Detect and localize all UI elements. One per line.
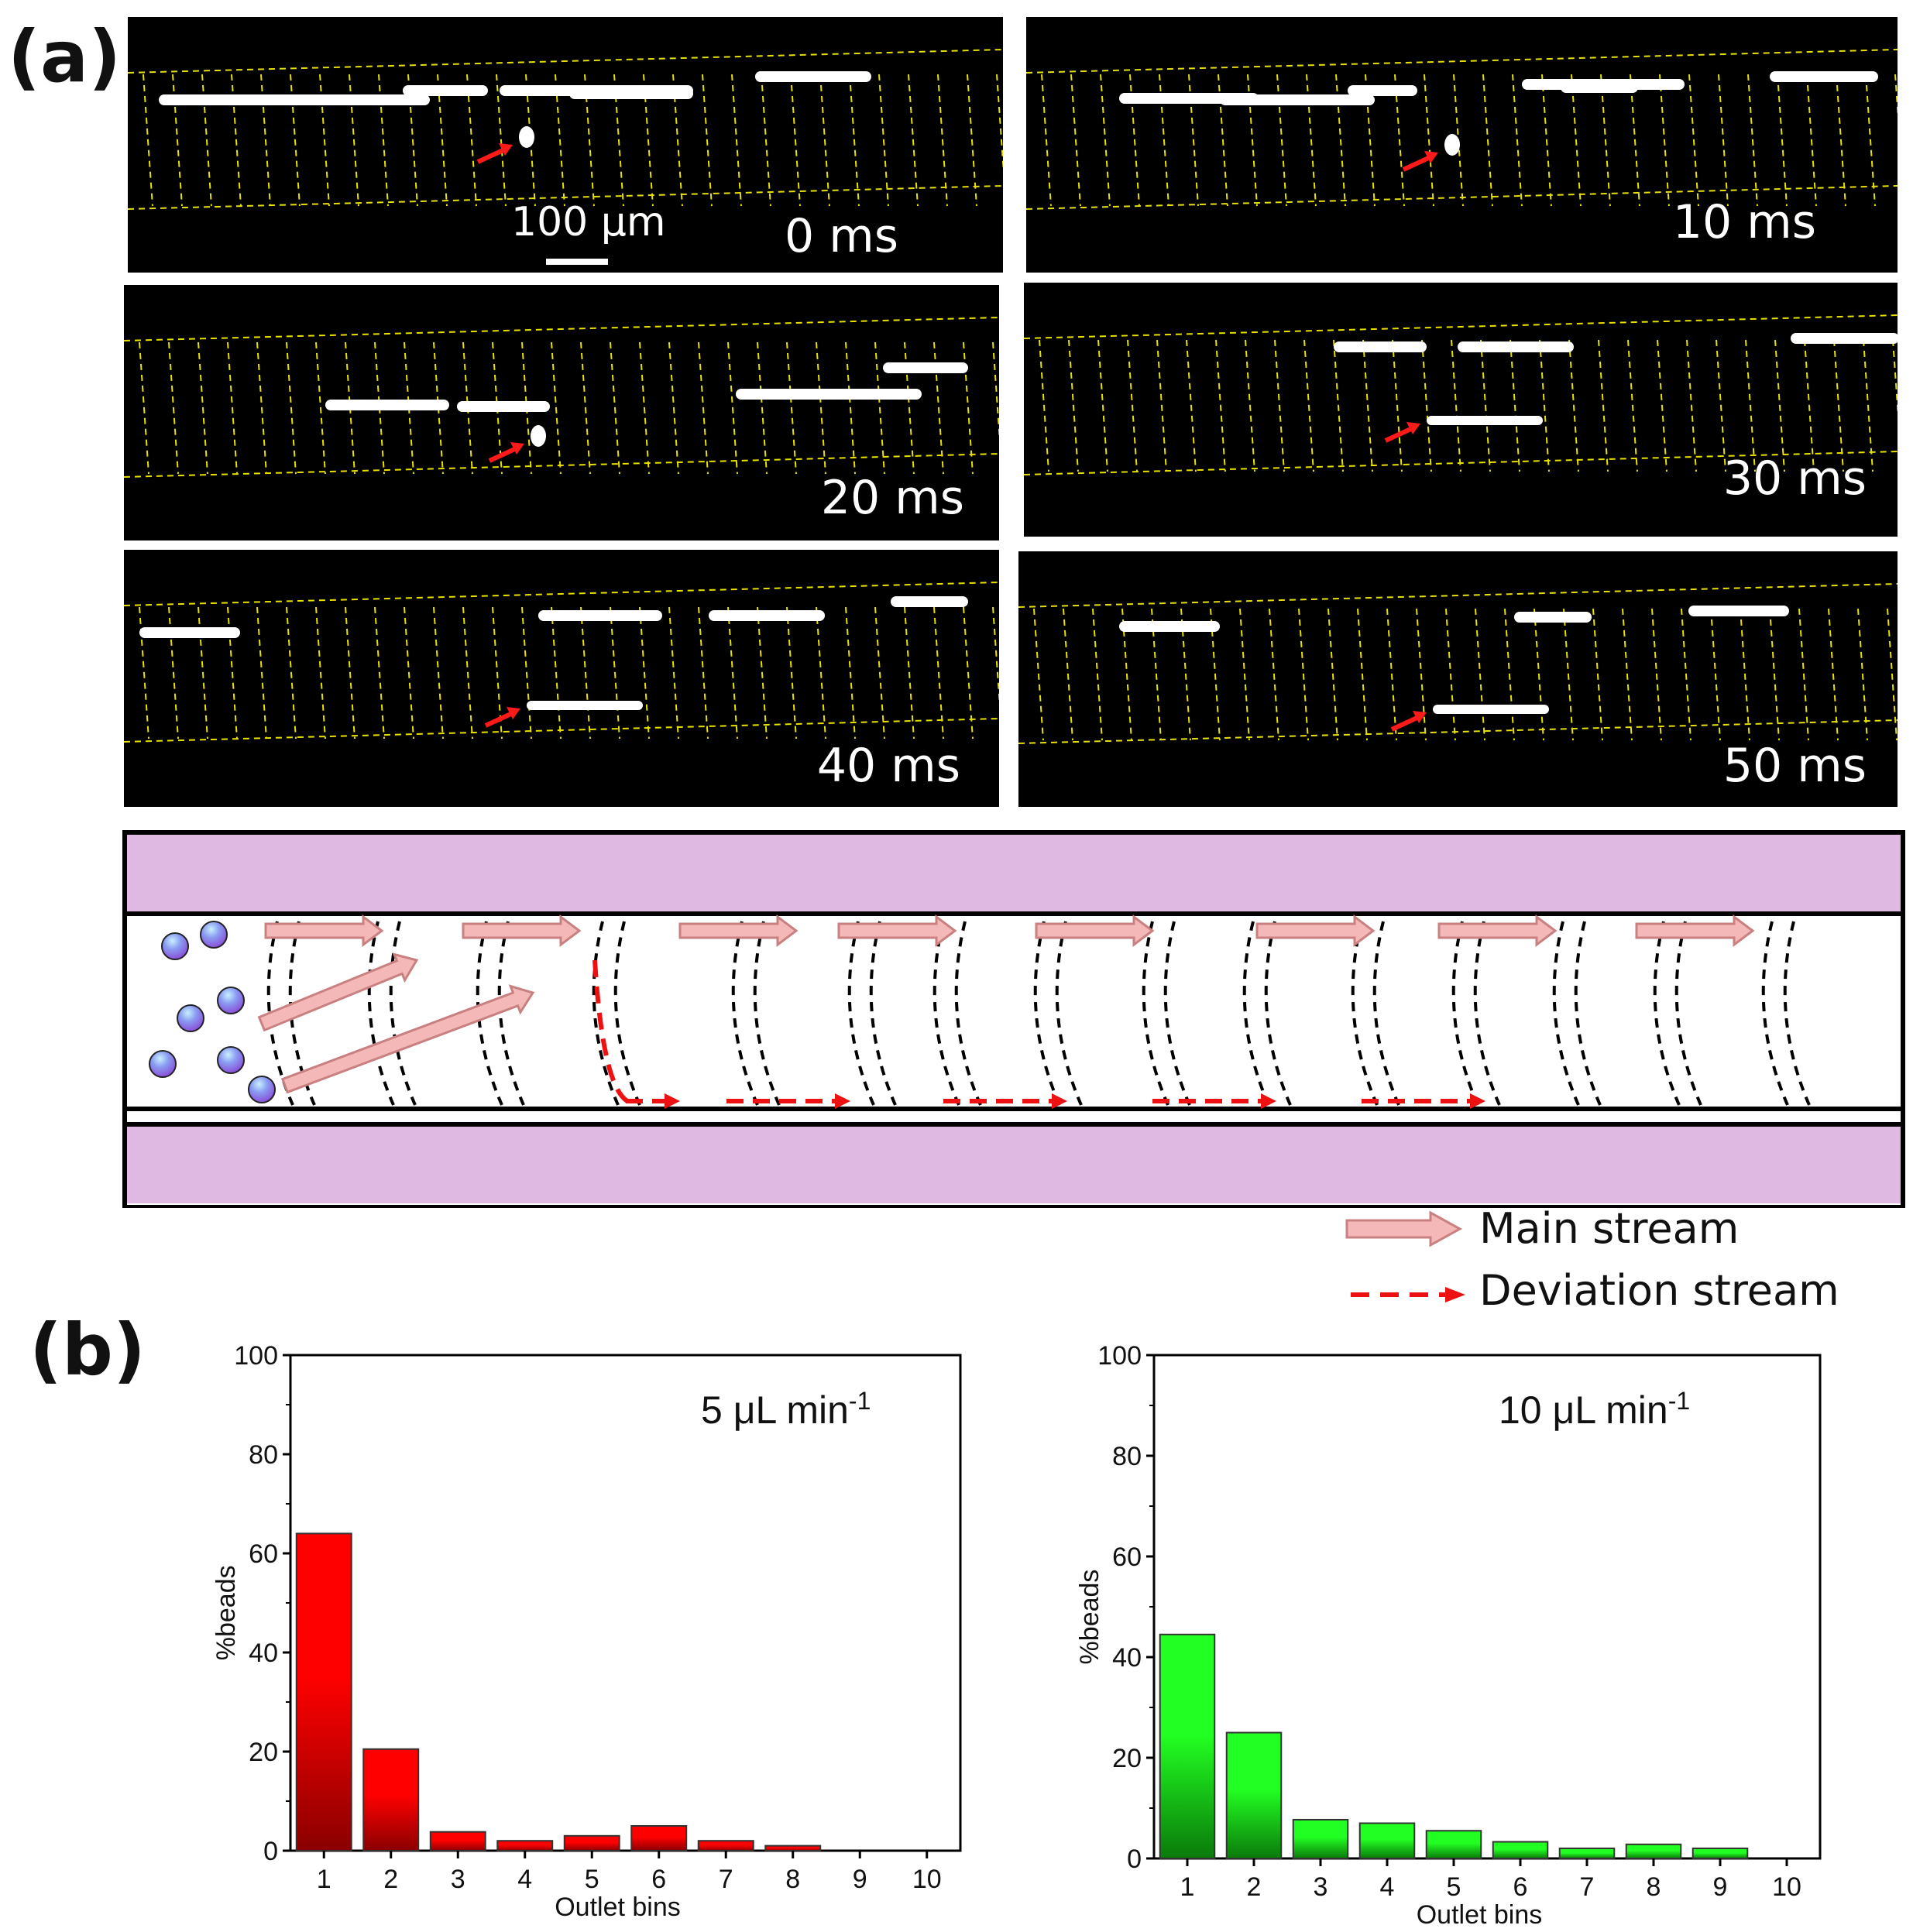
main-stream-legend-label: Main stream xyxy=(1479,1204,1740,1253)
bar xyxy=(429,1831,486,1851)
bar xyxy=(295,1532,352,1851)
x-tick-label: 3 xyxy=(451,1865,465,1894)
x-tick-label: 7 xyxy=(719,1865,733,1894)
x-tick-label: 9 xyxy=(1713,1872,1728,1902)
bar xyxy=(1558,1848,1616,1859)
bar xyxy=(1225,1731,1283,1859)
deviation-stream-legend-label: Deviation stream xyxy=(1479,1266,1839,1315)
scale-bar xyxy=(546,259,608,265)
x-tick-label: 6 xyxy=(651,1865,666,1894)
chart-title: 5 μL min-1 xyxy=(701,1387,871,1432)
y-tick-label: 40 xyxy=(1112,1643,1142,1673)
x-tick-label: 10 xyxy=(1772,1872,1801,1902)
bar xyxy=(1691,1848,1749,1859)
x-tick-label: 9 xyxy=(853,1865,867,1894)
chart-title-superscript: -1 xyxy=(849,1387,871,1415)
y-tick-label: 60 xyxy=(1112,1543,1142,1572)
frame-0ms: 100 µm 0 ms xyxy=(128,17,1003,273)
bar-chart-10ul: 0 20 40 60 80 100 1 2 3 4 5 6 7 8 9 10 Outlet bins %beads… xyxy=(1075,1341,1822,1930)
x-tick-label: 2 xyxy=(383,1865,398,1894)
bar xyxy=(1292,1818,1349,1860)
x-tick-label: 8 xyxy=(785,1865,800,1894)
scale-bar-label: 100 µm xyxy=(511,199,666,245)
x-tick-label: 7 xyxy=(1580,1872,1595,1902)
bar xyxy=(1625,1843,1682,1859)
y-tick-label: 100 xyxy=(1097,1341,1142,1371)
y-axis-label: %beads xyxy=(1075,1570,1104,1665)
chart-title: 10 μL min-1 xyxy=(1499,1387,1690,1432)
y-tick-label: 100 xyxy=(234,1341,278,1371)
chart-title-superscript: -1 xyxy=(1668,1387,1690,1415)
panel-label-b: (b) xyxy=(29,1309,146,1392)
bar-chart-5ul: 0 20 40 60 80 100 1 2 3 4 5 6 7 8 9 10 Outlet bins %beads… xyxy=(211,1341,962,1922)
x-tick-label: 2 xyxy=(1247,1872,1262,1902)
channel-schematic xyxy=(122,830,1905,1208)
x-tick-label: 6 xyxy=(1513,1872,1528,1902)
bar xyxy=(764,1844,822,1851)
x-tick-label: 5 xyxy=(585,1865,599,1894)
x-tick-label: 4 xyxy=(1380,1872,1395,1902)
frame-10ms: 10 ms xyxy=(1026,17,1898,273)
y-axis-label: %beads xyxy=(211,1565,241,1660)
y-tick-label: 80 xyxy=(1112,1442,1142,1471)
frame-time-label: 20 ms xyxy=(820,471,964,525)
bar xyxy=(697,1840,754,1852)
bar xyxy=(630,1825,688,1851)
x-tick-label: 1 xyxy=(1180,1872,1195,1902)
x-tick-label: 4 xyxy=(517,1865,532,1894)
y-tick-label: 60 xyxy=(249,1539,278,1569)
y-tick-label: 20 xyxy=(249,1738,278,1767)
bar xyxy=(362,1748,420,1851)
frame-time-label: 40 ms xyxy=(816,739,960,793)
y-tick-label: 80 xyxy=(249,1440,278,1470)
main-stream-legend-arrow xyxy=(1345,1210,1463,1247)
frame-40ms: 40 ms xyxy=(124,550,999,807)
deviation-stream-legend-arrow xyxy=(1351,1287,1465,1302)
x-axis-label: Outlet bins xyxy=(1417,1900,1543,1930)
frame-time-label: 30 ms xyxy=(1722,451,1867,506)
frame-time-label: 10 ms xyxy=(1672,195,1816,249)
frame-30ms: 30 ms xyxy=(1024,283,1898,537)
y-tick-label: 0 xyxy=(1127,1844,1142,1874)
x-tick-label: 8 xyxy=(1647,1872,1661,1902)
bar xyxy=(563,1834,620,1851)
panel-label-a: (a) xyxy=(8,15,122,98)
x-axis-label: Outlet bins xyxy=(555,1893,681,1922)
y-tick-label: 40 xyxy=(249,1639,278,1668)
frame-time-label: 50 ms xyxy=(1722,739,1867,793)
frame-20ms: 20 ms xyxy=(124,285,999,540)
bar xyxy=(1159,1633,1216,1859)
y-tick-label: 20 xyxy=(1112,1744,1142,1773)
bar xyxy=(1358,1822,1416,1859)
bar xyxy=(1492,1841,1549,1859)
x-tick-label: 10 xyxy=(912,1865,942,1894)
bar xyxy=(1425,1830,1482,1859)
x-tick-label: 3 xyxy=(1314,1872,1328,1902)
frame-50ms: 50 ms xyxy=(1018,551,1898,807)
x-tick-label: 1 xyxy=(317,1865,331,1894)
y-tick-label: 0 xyxy=(263,1837,278,1866)
bar xyxy=(496,1840,554,1852)
frame-time-label: 0 ms xyxy=(785,209,898,263)
x-tick-label: 5 xyxy=(1447,1872,1461,1902)
